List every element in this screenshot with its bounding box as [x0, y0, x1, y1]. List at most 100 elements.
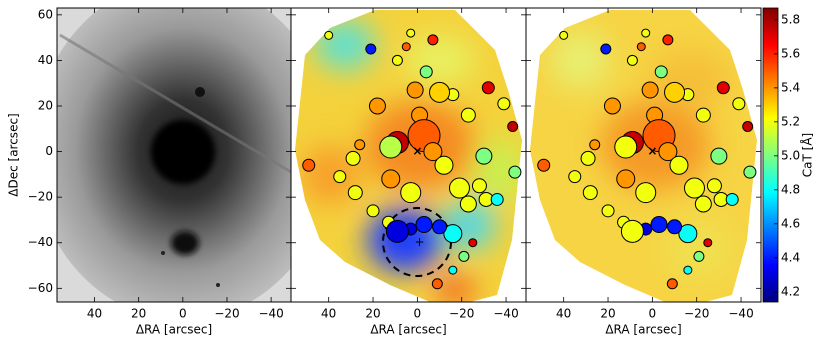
data-point — [695, 107, 711, 123]
data-point — [664, 81, 686, 103]
data-point — [716, 81, 730, 95]
data-point — [658, 142, 678, 162]
data-point — [379, 135, 403, 159]
x-axis-label: ΔRA [arcsec] — [605, 323, 681, 337]
y-tick-label: −20 — [28, 190, 53, 204]
data-point — [385, 219, 409, 243]
data-point — [448, 177, 470, 199]
y-tick-label: 60 — [38, 7, 53, 21]
colorbar-label: CaT [Å] — [800, 133, 815, 177]
data-point — [693, 250, 705, 262]
data-point — [666, 278, 678, 290]
data-point — [400, 182, 422, 204]
data-point — [589, 139, 601, 151]
data-point — [508, 165, 522, 179]
data-point — [368, 97, 386, 115]
data-point — [481, 81, 495, 95]
y-tick-label: 20 — [38, 99, 53, 113]
data-point — [459, 195, 477, 213]
x-tick-label: −40 — [258, 307, 283, 321]
x-axis-label: ΔRA [arcsec] — [136, 323, 212, 337]
data-point — [669, 155, 689, 175]
data-point — [662, 34, 674, 46]
axes-frame — [525, 7, 762, 303]
x-tick-label: 40 — [556, 307, 571, 321]
data-point — [507, 121, 519, 133]
data-point — [650, 216, 668, 234]
data-point — [559, 30, 569, 40]
colorbar-tick-label: 5.4 — [781, 80, 800, 94]
x-tick-label: 0 — [649, 307, 657, 321]
colorbar-tick-label: 4.2 — [781, 284, 800, 298]
data-point — [345, 150, 361, 166]
x-tick-label: −40 — [493, 307, 518, 321]
x-tick-label: 20 — [365, 307, 380, 321]
data-point — [406, 28, 416, 38]
data-point — [601, 204, 615, 218]
data-point — [626, 54, 638, 66]
data-point — [614, 135, 638, 159]
colorbar-tick-label: 5.6 — [781, 46, 800, 60]
data-point — [432, 219, 448, 235]
colorbar-tick-label: 5.0 — [781, 148, 800, 162]
y-tick-label: 40 — [38, 53, 53, 67]
galaxy-image — [57, 8, 291, 302]
colorbar-tick-label: 5.8 — [781, 12, 800, 26]
data-point — [743, 165, 757, 179]
x-tick-label: −20 — [214, 307, 239, 321]
x-tick-label: −40 — [728, 307, 753, 321]
data-point — [366, 204, 380, 218]
data-point — [443, 224, 463, 244]
data-point — [683, 177, 705, 199]
data-point — [497, 97, 511, 111]
x-tick-label: 40 — [321, 307, 336, 321]
data-point — [302, 158, 316, 172]
data-point — [537, 158, 551, 172]
y-tick-label: −40 — [28, 235, 53, 249]
data-point — [401, 42, 411, 52]
x-tick-label: −20 — [684, 307, 709, 321]
marker-plus: + — [415, 235, 425, 249]
colorbar-tick-label: 4.6 — [781, 216, 800, 230]
data-point — [580, 150, 596, 166]
data-point — [468, 238, 478, 248]
data-point — [381, 169, 401, 189]
data-point — [419, 65, 433, 79]
data-point — [471, 178, 487, 194]
x-axis-label: ΔRA [arcsec] — [370, 323, 446, 337]
data-point — [582, 185, 598, 201]
data-point — [654, 65, 668, 79]
data-point — [710, 147, 728, 165]
x-tick-label: 0 — [179, 307, 187, 321]
x-tick-label: 20 — [600, 307, 615, 321]
data-point — [603, 97, 621, 115]
data-point — [427, 34, 439, 46]
data-point — [694, 195, 712, 213]
data-point — [600, 43, 612, 55]
data-point — [490, 192, 504, 206]
data-point — [434, 155, 454, 175]
colorbar — [762, 7, 779, 303]
data-point — [725, 192, 739, 206]
data-point — [706, 178, 722, 194]
data-point — [431, 278, 443, 290]
data-point — [683, 265, 693, 275]
data-point — [732, 97, 746, 111]
data-point — [423, 142, 443, 162]
data-point — [460, 107, 476, 123]
x-tick-label: 0 — [414, 307, 422, 321]
x-tick-label: 40 — [87, 307, 102, 321]
data-point — [347, 185, 363, 201]
marker-cross: × — [412, 144, 422, 158]
data-point — [568, 170, 582, 184]
data-point — [448, 265, 458, 275]
x-tick-label: 20 — [131, 307, 146, 321]
y-axis-label: ΔDec [arcsec] — [7, 113, 21, 196]
data-point — [703, 238, 713, 248]
data-point — [742, 121, 754, 133]
data-point — [406, 81, 424, 99]
data-point — [620, 219, 644, 243]
data-point — [667, 219, 683, 235]
colorbar-tick-label: 5.2 — [781, 114, 800, 128]
